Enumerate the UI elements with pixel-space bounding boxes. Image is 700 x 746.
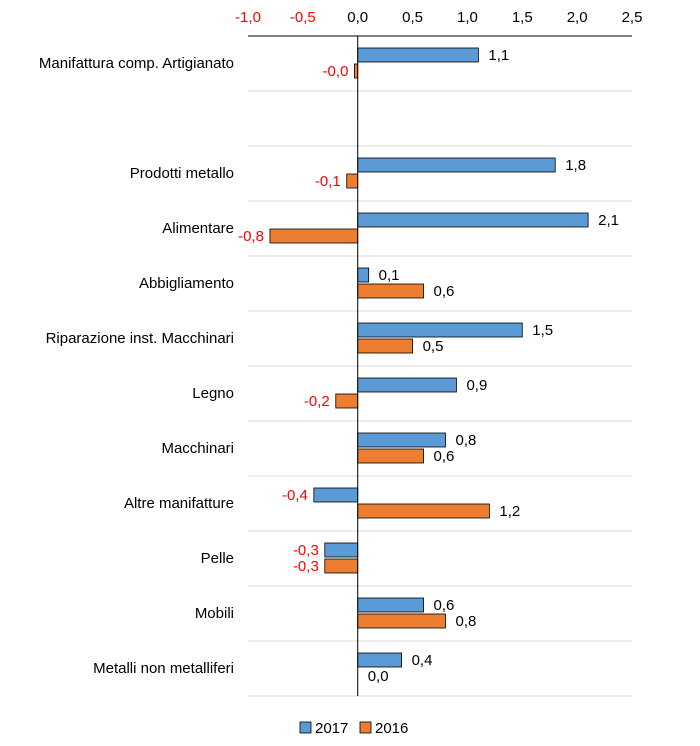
data-label-2017: 1,1	[488, 47, 509, 64]
x-tick-label: -1,0	[235, 9, 261, 26]
x-tick-label: 0,0	[347, 9, 368, 26]
data-label-2016: -0,2	[304, 393, 330, 410]
x-tick-label: 1,5	[512, 9, 533, 26]
category-labels: Manifattura comp. Artigianato Prodotti me…	[39, 55, 234, 677]
x-tick-label: 2,5	[622, 9, 643, 26]
bar-2016	[357, 338, 413, 354]
bar-2017	[357, 322, 523, 338]
data-label-2017: 2,1	[598, 212, 619, 229]
legend-swatch-2016	[359, 721, 372, 734]
bar-2017	[357, 432, 446, 448]
data-label-2016: -0,3	[293, 558, 319, 575]
x-tick-label: 1,0	[457, 9, 478, 26]
bar-2017	[313, 487, 359, 503]
legend-label-2017: 2017	[315, 720, 348, 737]
category-label: Altre manifatture	[124, 495, 234, 512]
category-label: Alimentare	[162, 220, 234, 237]
data-label-2016: 0,8	[455, 613, 476, 630]
data-label-2017: 1,8	[565, 157, 586, 174]
legend: 2017 2016	[299, 720, 408, 737]
legend-label-2016: 2016	[375, 720, 408, 737]
category-label: Metalli non metalliferi	[93, 660, 234, 677]
bar-2017	[357, 652, 403, 668]
data-label-2016: 0,0	[368, 668, 389, 685]
x-tick-label: -0,5	[290, 9, 316, 26]
category-label: Legno	[192, 385, 234, 402]
bar-2017	[357, 377, 457, 393]
legend-swatch-2017	[299, 721, 312, 734]
data-label-2017: 0,6	[434, 597, 455, 614]
bar-2016	[357, 448, 424, 464]
data-label-2016: -0,0	[323, 63, 349, 80]
category-label: Macchinari	[161, 440, 234, 457]
data-label-2017: 0,8	[455, 432, 476, 449]
data-label-2016: -0,1	[315, 173, 341, 190]
bar-2016	[335, 393, 359, 409]
bar-2016	[357, 283, 424, 299]
data-label-2016: 0,5	[423, 338, 444, 355]
bar-2017	[357, 597, 424, 613]
data-label-2017: 1,5	[532, 322, 553, 339]
data-label-2016: 0,6	[434, 448, 455, 465]
data-label-2016: 1,2	[499, 503, 520, 520]
category-label: Abbigliamento	[139, 275, 234, 292]
bars	[269, 47, 589, 668]
category-label: Riparazione inst. Macchinari	[46, 330, 234, 347]
data-labels: 1,1 -0,0 1,8 -0,1 2,1 -0,8 0,1 0,6 1,5 0,5 0,9 -0,2…	[238, 47, 619, 685]
gridlines	[248, 90, 632, 697]
data-label-2017: 0,1	[379, 267, 400, 284]
data-label-2017: -0,3	[293, 542, 319, 559]
bar-2016	[269, 228, 359, 244]
data-label-2017: 0,9	[466, 377, 487, 394]
data-label-2016: -0,8	[238, 228, 264, 245]
data-label-2017: 0,4	[412, 652, 433, 669]
bar-2017	[357, 212, 589, 228]
x-tick-label: 2,0	[567, 9, 588, 26]
bar-2017	[324, 542, 359, 558]
bar-2016	[357, 503, 490, 519]
data-label-2016: 0,6	[434, 283, 455, 300]
category-label: Mobili	[195, 605, 234, 622]
bar-2017	[357, 157, 556, 173]
x-axis-ticks: -1,0 -0,5 0,0 0,5 1,0 1,5 2,0 2,5	[235, 9, 642, 26]
data-label-2017: -0,4	[282, 487, 308, 504]
bar-2017	[357, 267, 370, 283]
category-label: Prodotti metallo	[130, 165, 234, 182]
category-label: Manifattura comp. Artigianato	[39, 55, 234, 72]
bar-2017	[357, 47, 479, 63]
bar-2016	[346, 173, 359, 189]
x-tick-label: 0,5	[402, 9, 423, 26]
category-label: Pelle	[201, 550, 234, 567]
bar-2016	[324, 558, 359, 574]
bar-2016	[357, 613, 446, 629]
